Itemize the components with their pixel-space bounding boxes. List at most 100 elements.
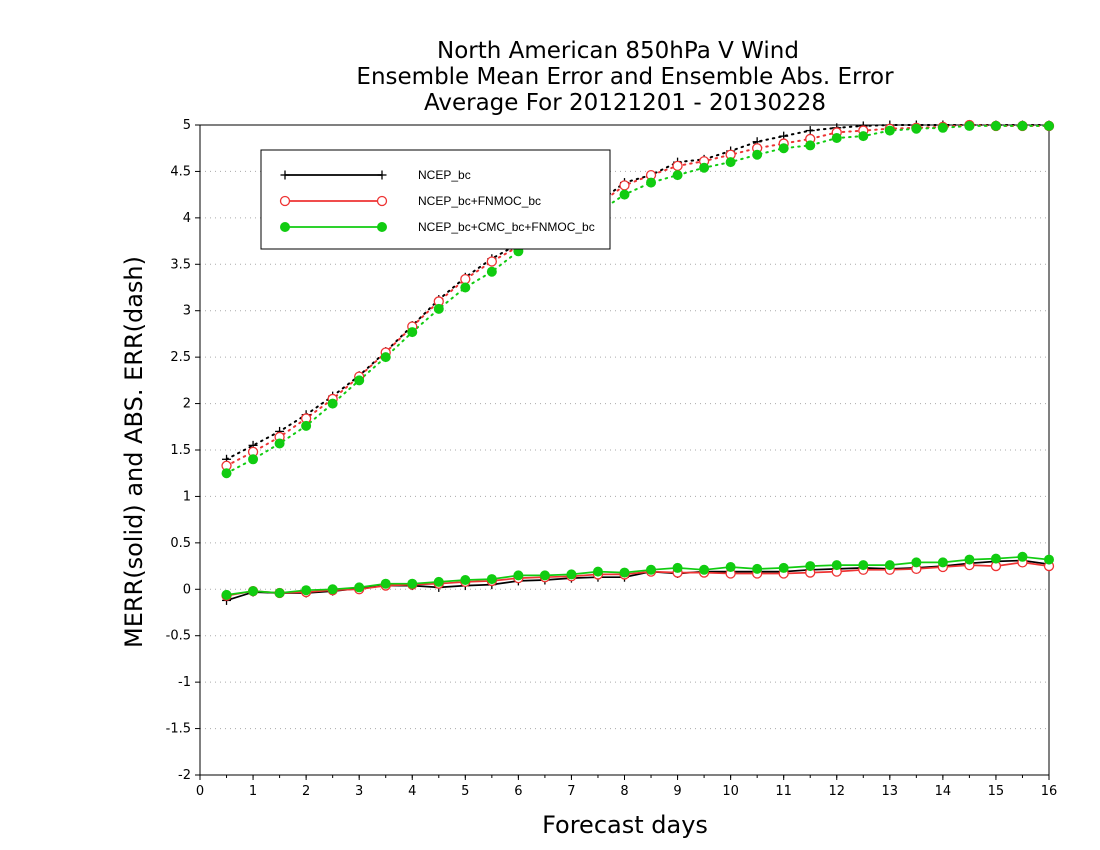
abs-error-point	[699, 162, 710, 173]
legend-label: NCEP_bc+FNMOC_bc	[418, 194, 541, 208]
x-tick-label: 11	[775, 784, 792, 799]
y-tick-label: 2.5	[170, 350, 191, 365]
abs-error-point	[725, 157, 736, 168]
mean-error-point	[725, 562, 736, 572]
mean-error-point	[592, 566, 603, 577]
abs-error-point	[460, 282, 471, 293]
x-tick-label: 15	[988, 784, 1005, 799]
x-tick-label: 1	[249, 784, 257, 799]
x-tick-label: 9	[673, 784, 681, 799]
mean-error-point	[964, 554, 975, 565]
mean-error-point	[513, 570, 524, 581]
legend-entries: NCEP_bc NCEP_bc+FNMOC_bc NCEP_bc+CMC_bc+FN…	[279, 168, 595, 234]
mean-error-point	[911, 557, 922, 568]
abs-error-point	[805, 140, 816, 151]
chart-title-line-2: Ensemble Mean Error and Ensemble Abs. Er…	[356, 64, 894, 90]
abs-error-point	[619, 189, 630, 200]
abs-error-point	[460, 273, 471, 285]
y-tick-label: 3	[183, 304, 191, 319]
mean-error-point	[646, 564, 657, 575]
mean-error-point	[486, 574, 497, 585]
mean-error-point	[805, 561, 816, 572]
abs-error-point	[407, 327, 418, 338]
y-tick-label: -1.5	[166, 722, 191, 737]
y-tick-label: 0.5	[170, 536, 191, 551]
abs-error-point	[327, 398, 338, 409]
x-tick-label: 13	[882, 784, 899, 799]
y-tick-label: -1	[178, 675, 191, 690]
mean-error-point	[1017, 551, 1028, 562]
axis-ticks: -2-1.5-1-0.500.511.522.533.544.550 1 2 3 4 5 6…	[166, 118, 1058, 799]
mean-error-point	[460, 575, 471, 585]
abs-error-point	[486, 256, 497, 267]
y-tick-label: 5	[183, 118, 191, 133]
y-tick-label: 4.5	[170, 164, 191, 179]
y-tick-label: 4	[183, 211, 191, 226]
legend-marker	[377, 222, 387, 232]
mean-error-point	[619, 567, 630, 578]
mean-error-point	[248, 586, 259, 597]
x-tick-label: 0	[196, 784, 204, 799]
x-tick-label: 16	[1041, 784, 1058, 799]
y-tick-label: 1	[183, 489, 191, 504]
abs-error-point	[248, 454, 259, 465]
x-tick-label: 14	[935, 784, 952, 799]
x-tick-label: 12	[828, 784, 845, 799]
abs-error-line-1	[225, 124, 1050, 461]
abs-error-point	[486, 266, 497, 277]
abs-error-point	[858, 131, 869, 142]
mean-error-point	[858, 560, 869, 571]
mean-error-point	[354, 582, 365, 593]
mean-error-point	[752, 563, 763, 574]
mean-error-point	[221, 589, 232, 600]
abs-error-point	[354, 375, 365, 386]
abs-error-point	[884, 125, 895, 136]
abs-error-point	[937, 122, 948, 133]
mean-error-point	[433, 576, 444, 587]
x-tick-label: 2	[302, 784, 310, 799]
legend-label: NCEP_bc	[418, 168, 471, 182]
legend-marker	[280, 222, 290, 232]
abs-error-point	[831, 133, 842, 143]
chart-title-line-3: Average For 20121201 - 20130228	[424, 90, 826, 116]
mean-error-point	[274, 588, 285, 598]
mean-error-point	[380, 578, 391, 589]
grid-lines	[200, 170, 1049, 730]
mean-error-point	[407, 578, 418, 589]
mean-error-point	[699, 564, 710, 575]
abs-error-point	[911, 123, 922, 134]
abs-error-point	[1044, 120, 1054, 131]
abs-error-point	[1017, 120, 1028, 131]
abs-error-point	[964, 120, 975, 131]
chart-title-line-1: North American 850hPa V Wind	[437, 38, 799, 64]
x-tick-label: 4	[408, 784, 416, 799]
abs-error-point	[752, 149, 763, 160]
x-axis-label: Forecast days	[542, 811, 708, 839]
abs-error-point	[778, 143, 789, 154]
legend: NCEP_bc NCEP_bc+FNMOC_bc NCEP_bc+CMC_bc+FN…	[260, 149, 611, 250]
mean-error-line-2	[226, 561, 1050, 597]
abs-error-point	[672, 160, 683, 172]
mean-error-point	[566, 569, 577, 580]
legend-marker	[377, 170, 387, 180]
abs-error-point	[805, 126, 815, 136]
x-tick-label: 3	[355, 784, 363, 799]
legend-box	[260, 149, 611, 250]
mean-error-point	[884, 560, 895, 571]
mean-error-point	[831, 560, 842, 571]
y-axis-label: MERR(solid) and ABS. ERR(dash)	[120, 256, 148, 648]
series-lines	[221, 119, 1055, 605]
mean-error-point	[990, 553, 1001, 564]
abs-error-point	[380, 352, 391, 363]
mean-error-point	[1044, 554, 1054, 565]
legend-marker	[376, 195, 388, 207]
x-tick-label: 7	[567, 784, 575, 799]
mean-error-point	[301, 585, 312, 596]
abs-error-point	[619, 180, 630, 191]
y-tick-label: 0	[183, 582, 191, 597]
y-tick-label: -0.5	[166, 629, 191, 644]
y-tick-label: -2	[178, 768, 191, 783]
legend-marker	[279, 195, 291, 207]
abs-error-point	[672, 170, 683, 181]
